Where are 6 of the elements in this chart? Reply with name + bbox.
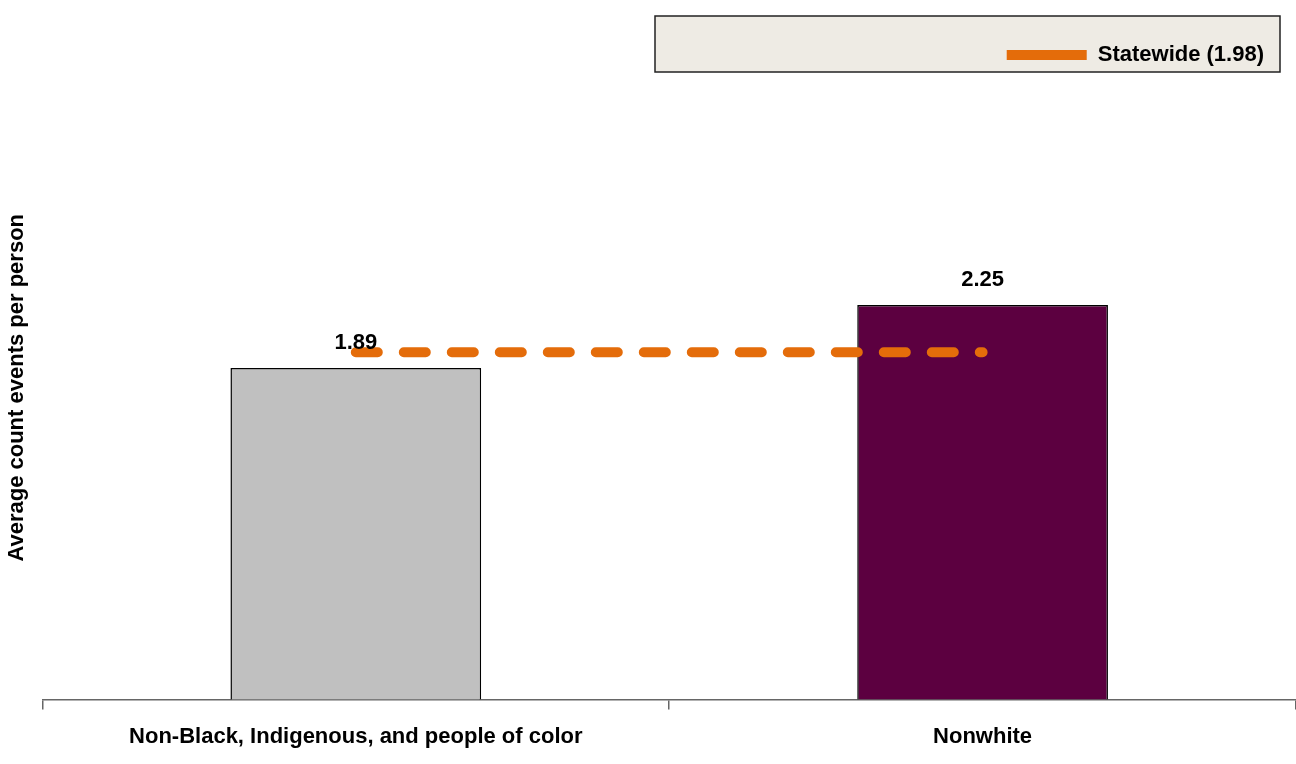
data-label: 2.25 [961,265,1005,291]
x-tick-label: Nonwhite [933,722,1033,748]
y-axis-title: Average count events per person [3,213,29,562]
x-tick-label: Non-Black, Indigenous, and people of color [129,722,583,748]
data-label: 1.89 [334,329,378,355]
legend-label: Statewide (1.98) [1097,41,1264,67]
